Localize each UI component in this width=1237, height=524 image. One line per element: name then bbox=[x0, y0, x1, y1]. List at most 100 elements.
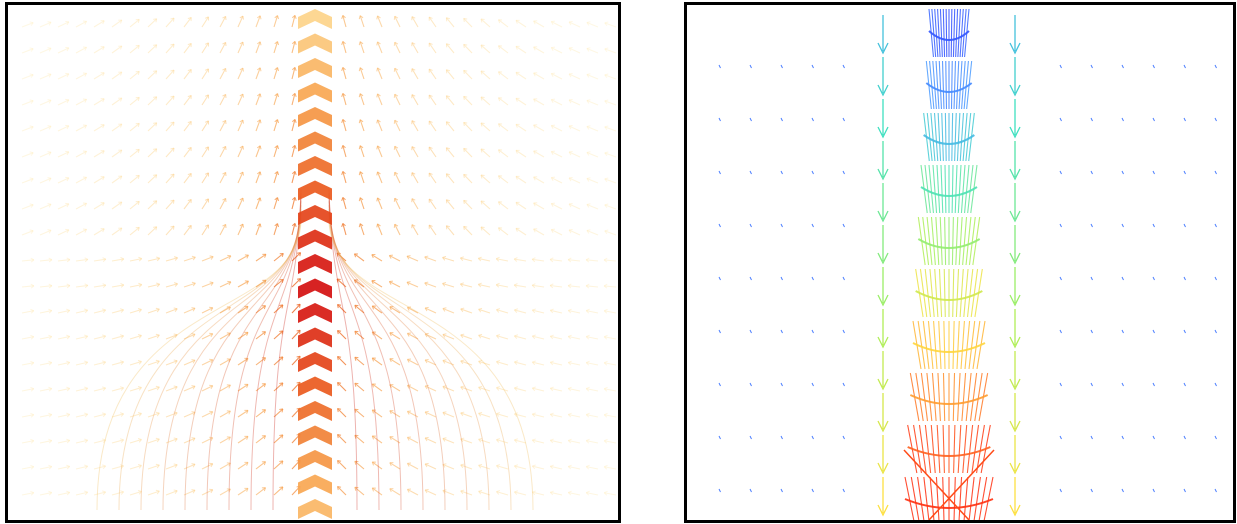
field-arrow bbox=[586, 99, 599, 106]
field-arrow bbox=[1214, 117, 1217, 122]
field-arrow bbox=[1121, 117, 1124, 122]
field-arrow bbox=[496, 284, 509, 288]
field-arrow bbox=[568, 229, 581, 236]
field-arrowhead bbox=[568, 228, 573, 234]
field-arrow bbox=[39, 285, 52, 288]
side-arrowhead bbox=[877, 378, 889, 391]
field-arrowhead bbox=[191, 333, 196, 338]
field-arrow bbox=[336, 252, 347, 262]
field-arrowhead bbox=[549, 308, 554, 314]
field-arrowhead bbox=[173, 385, 178, 390]
field-arrowhead bbox=[341, 119, 346, 124]
field-arrowhead bbox=[515, 201, 520, 206]
field-arrow bbox=[237, 461, 249, 470]
field-arrow bbox=[291, 197, 296, 210]
field-arrowhead bbox=[411, 146, 416, 151]
field-arrow bbox=[337, 382, 347, 392]
field-arrowhead bbox=[354, 486, 359, 491]
field-arrow bbox=[371, 435, 383, 444]
jet-line bbox=[972, 320, 981, 370]
jet-line bbox=[944, 164, 947, 214]
field-arrow bbox=[586, 285, 599, 288]
field-arrow bbox=[377, 93, 383, 106]
jet-line bbox=[943, 320, 946, 370]
field-arrow bbox=[255, 119, 261, 132]
field-arrow bbox=[57, 439, 70, 444]
field-arrow bbox=[428, 94, 437, 106]
field-arrow bbox=[39, 177, 52, 184]
field-arrowhead bbox=[497, 45, 503, 50]
jet-chevron bbox=[298, 131, 332, 152]
field-arrow bbox=[463, 17, 473, 28]
jet-line bbox=[957, 424, 962, 474]
side-arrowhead bbox=[1009, 462, 1021, 475]
field-arrow bbox=[201, 256, 214, 262]
field-arrow bbox=[75, 439, 88, 444]
field-arrowhead bbox=[84, 308, 89, 314]
field-arrow bbox=[586, 310, 599, 314]
field-arrowhead bbox=[135, 174, 140, 180]
field-arrow bbox=[291, 41, 296, 54]
field-arrowhead bbox=[586, 21, 591, 26]
field-arrowhead bbox=[531, 334, 536, 340]
field-arrowhead bbox=[428, 198, 433, 203]
field-arrowhead bbox=[137, 437, 142, 443]
jet-line bbox=[955, 268, 960, 318]
field-arrow bbox=[568, 335, 581, 340]
field-arrow bbox=[371, 487, 383, 496]
field-arrow bbox=[147, 412, 160, 418]
field-arrowhead bbox=[445, 199, 451, 204]
field-arrowhead bbox=[155, 307, 160, 313]
field-arrow bbox=[604, 362, 617, 366]
field-arrow bbox=[147, 226, 158, 236]
jet-line bbox=[930, 424, 936, 474]
field-arrow bbox=[183, 147, 192, 158]
field-arrow bbox=[237, 487, 249, 496]
field-arrow bbox=[273, 15, 279, 28]
jet-line bbox=[929, 476, 935, 520]
field-arrowhead bbox=[389, 358, 394, 363]
field-arrowhead bbox=[204, 146, 210, 151]
field-arrowhead bbox=[411, 42, 416, 47]
field-arrowhead bbox=[155, 463, 160, 469]
field-arrowhead bbox=[30, 334, 35, 340]
field-arrowhead bbox=[209, 488, 214, 494]
field-arrow bbox=[255, 279, 267, 288]
field-arrow bbox=[183, 359, 196, 366]
field-arrow bbox=[842, 382, 845, 387]
field-arrow bbox=[147, 257, 160, 262]
jet-line bbox=[965, 112, 972, 162]
side-arrowhead bbox=[877, 420, 889, 433]
field-arrowhead bbox=[155, 359, 160, 365]
field-arrowhead bbox=[244, 357, 249, 362]
field-arrow bbox=[183, 411, 196, 418]
field-arrowhead bbox=[261, 461, 266, 466]
side-arrowhead bbox=[1009, 210, 1021, 223]
field-arrowhead bbox=[533, 98, 538, 103]
field-arrow bbox=[201, 333, 214, 340]
field-arrow bbox=[21, 259, 34, 262]
field-arrow bbox=[533, 124, 545, 132]
field-arrow bbox=[496, 491, 509, 496]
field-arrowhead bbox=[256, 145, 262, 150]
field-arrowhead bbox=[100, 202, 105, 207]
jet-line bbox=[973, 476, 981, 520]
field-arrow bbox=[147, 464, 160, 470]
field-arrowhead bbox=[585, 438, 590, 444]
field-arrow bbox=[586, 492, 599, 496]
field-arrow bbox=[147, 334, 160, 340]
field-arrow bbox=[75, 309, 88, 314]
field-arrowhead bbox=[82, 46, 88, 51]
field-arrow bbox=[811, 276, 814, 281]
field-arrowhead bbox=[66, 334, 71, 340]
jet-line bbox=[961, 8, 967, 58]
field-arrowhead bbox=[291, 41, 297, 45]
field-arrow bbox=[21, 74, 34, 80]
field-arrowhead bbox=[244, 254, 249, 259]
jet-line bbox=[927, 320, 934, 370]
field-arrow bbox=[237, 305, 249, 314]
field-arrowhead bbox=[354, 330, 359, 335]
field-arrow bbox=[57, 335, 70, 340]
jet-line bbox=[952, 372, 956, 422]
field-arrowhead bbox=[514, 386, 518, 391]
